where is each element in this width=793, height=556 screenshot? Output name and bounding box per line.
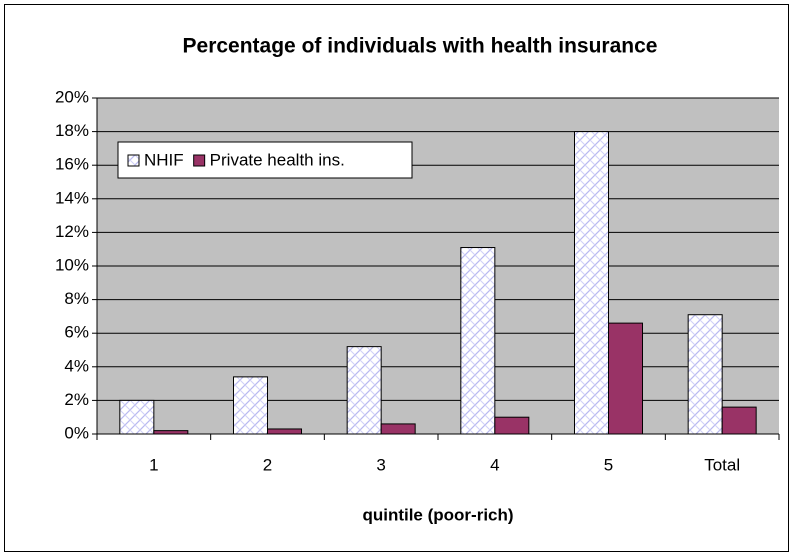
x-tick-label: 2 [263, 455, 272, 474]
bar [267, 428, 302, 435]
bar [233, 376, 268, 435]
bar [346, 346, 382, 435]
x-axis-label: quintile (poor-rich) [362, 505, 513, 524]
x-tick-label: Total [704, 455, 740, 474]
legend-box [117, 141, 413, 179]
bar [721, 406, 757, 435]
x-tick-label: 4 [490, 455, 499, 474]
y-tick-label: 4% [64, 356, 89, 375]
y-tick-label: 12% [55, 222, 89, 241]
y-tick-label: 8% [64, 289, 89, 308]
bar [380, 423, 416, 435]
bar [687, 314, 723, 435]
legend-label: Private health ins. [210, 150, 345, 169]
x-tick-label: 3 [376, 455, 385, 474]
y-tick-label: 16% [55, 155, 89, 174]
y-tick-label: 6% [64, 323, 89, 342]
y-tick-label: 0% [64, 423, 89, 442]
legend-swatch [127, 154, 140, 167]
y-tick-label: 20% [55, 87, 89, 106]
y-tick-label: 18% [55, 121, 89, 140]
bar [119, 399, 155, 435]
x-tick-label: 1 [149, 455, 158, 474]
legend-label: NHIF [144, 150, 184, 169]
y-tick-label: 14% [55, 188, 89, 207]
chart-title: Percentage of individuals with health in… [183, 35, 658, 58]
legend-swatch [193, 154, 206, 167]
x-tick-label: 5 [604, 455, 613, 474]
y-tick-label: 10% [55, 255, 89, 274]
bar [153, 430, 189, 435]
bar [460, 247, 496, 435]
bar [608, 322, 643, 435]
y-tick-label: 2% [64, 390, 89, 409]
bar [494, 416, 530, 435]
bar [574, 131, 609, 435]
